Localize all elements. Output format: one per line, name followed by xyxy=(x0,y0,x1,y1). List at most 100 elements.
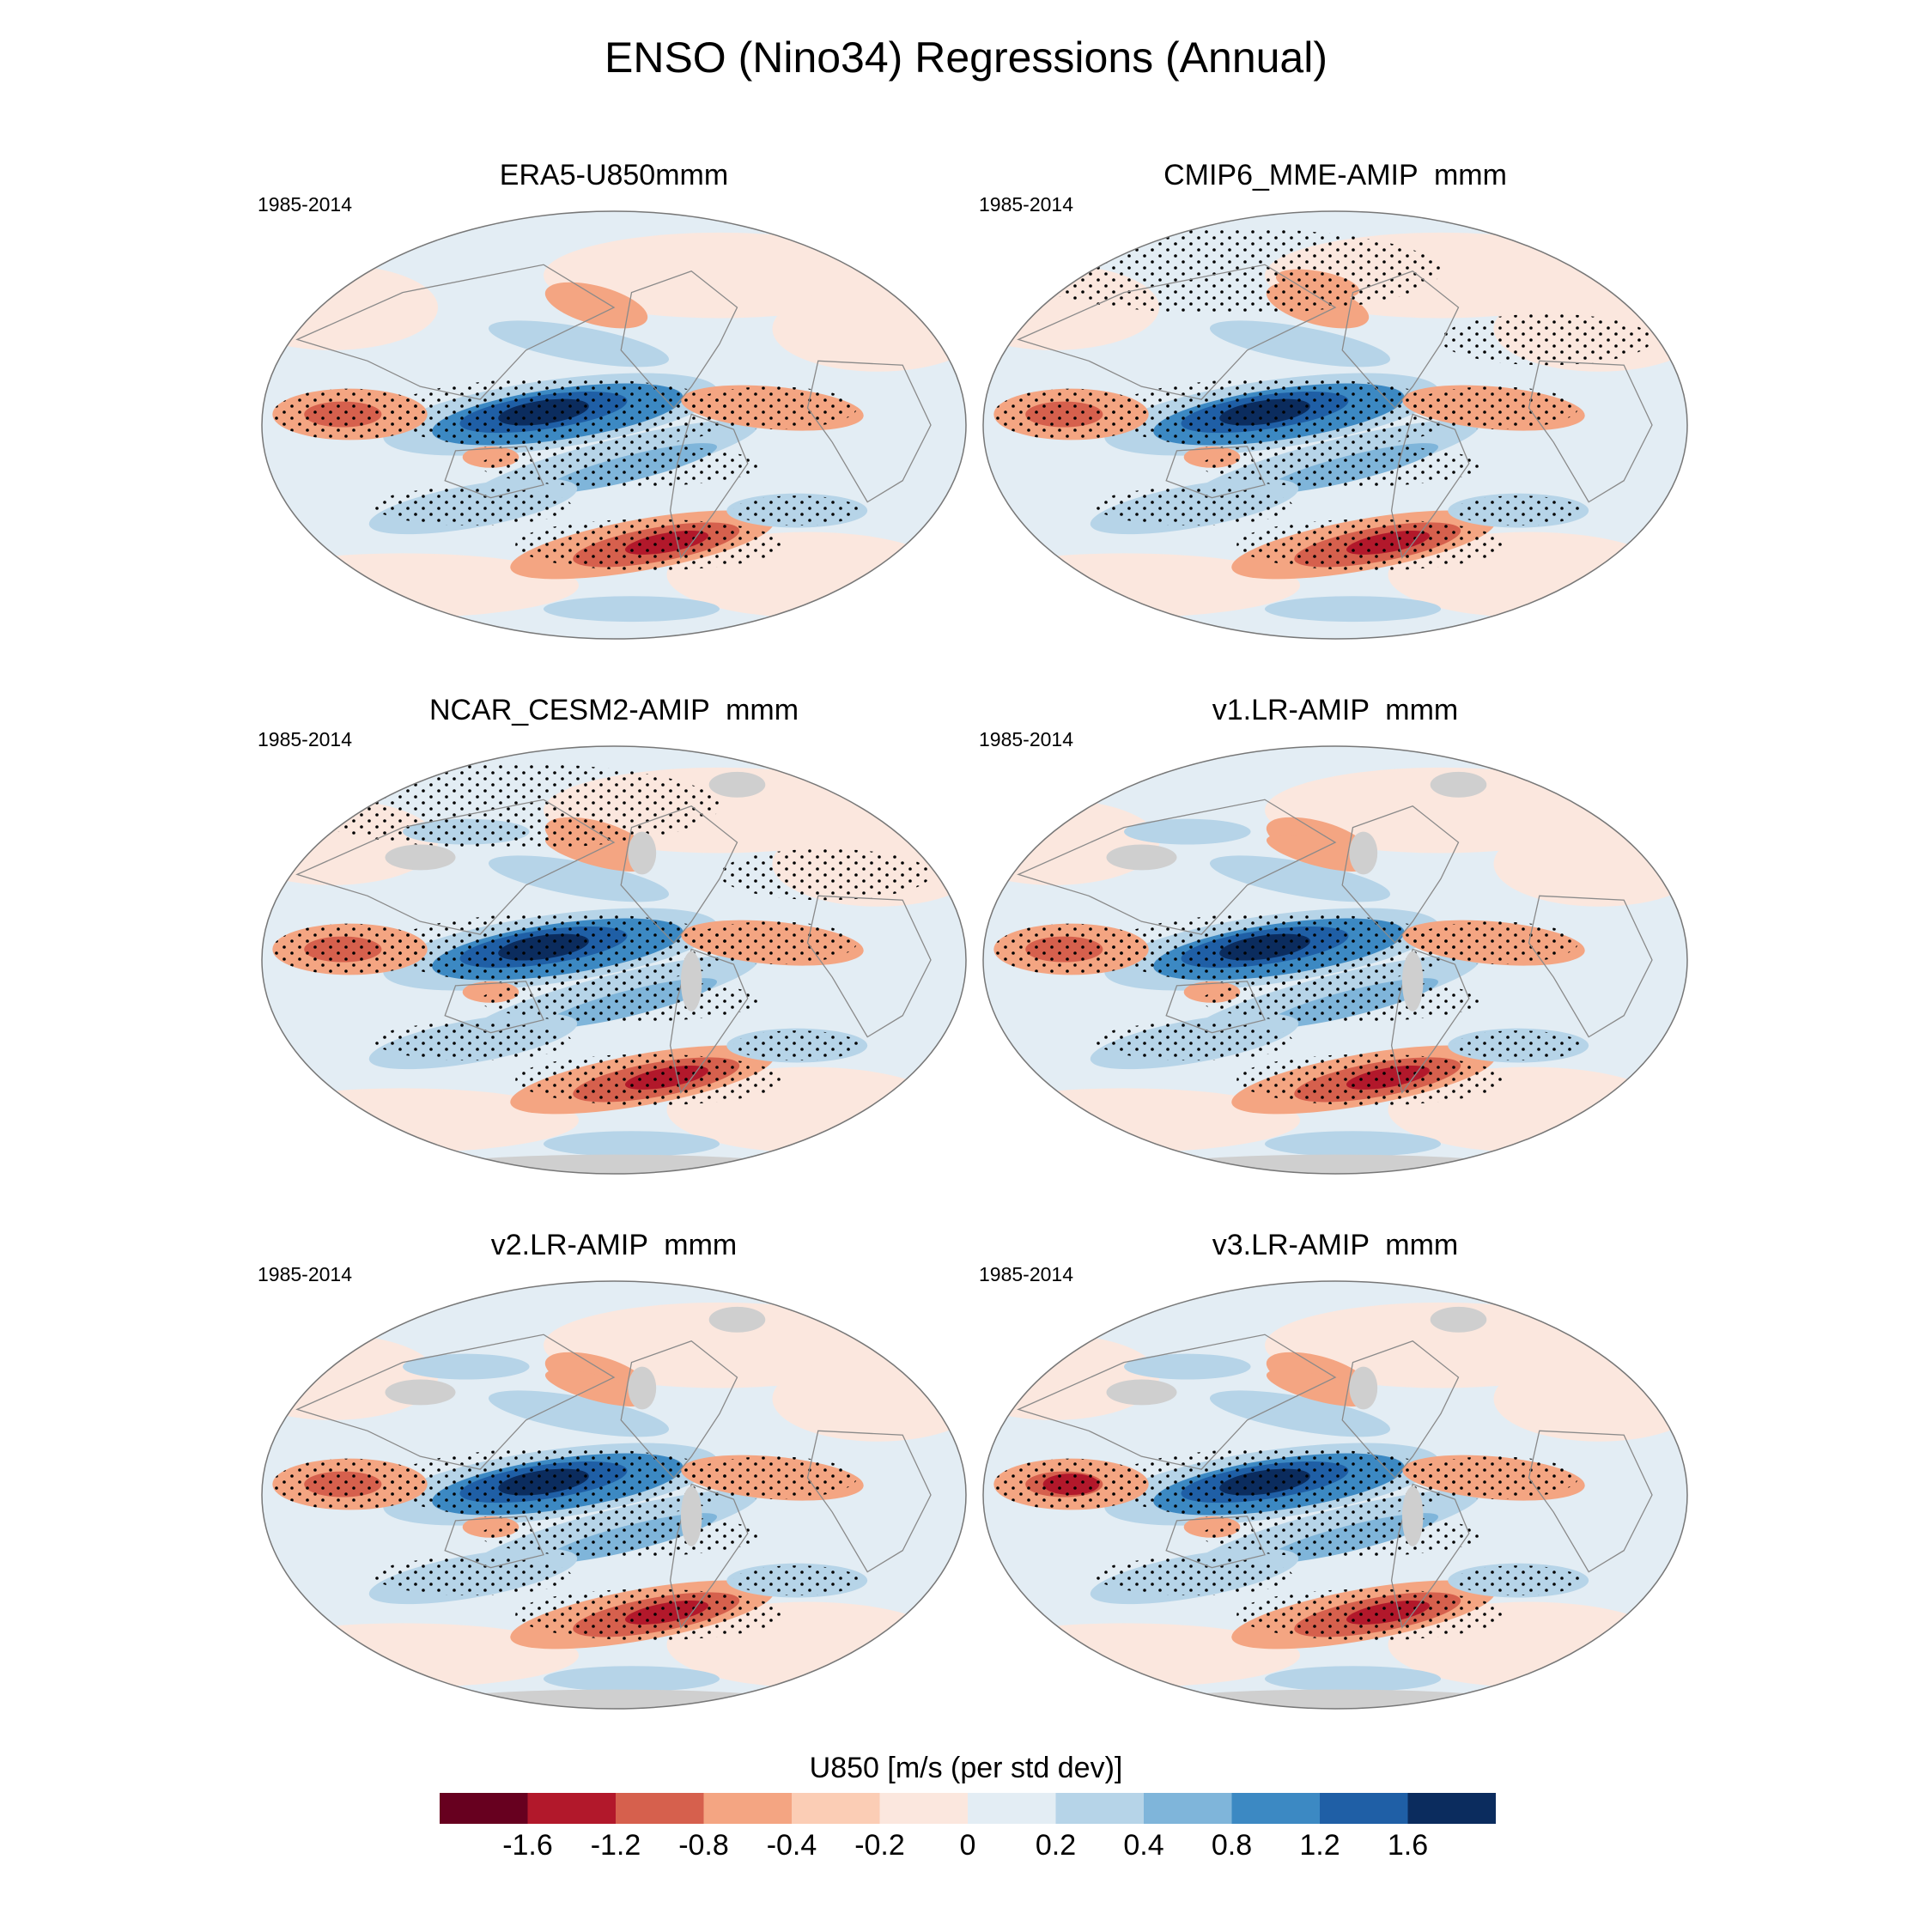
masked-topography xyxy=(385,844,456,871)
colorbar-tick-label: 0.8 xyxy=(1211,1829,1253,1862)
colorbar-tick-label: 1.6 xyxy=(1387,1829,1429,1862)
anomaly-region xyxy=(1266,1370,1370,1406)
colorbar-swatch xyxy=(968,1793,1056,1824)
colorbar-tick-label: 0.2 xyxy=(1035,1829,1077,1862)
colorbar-tick-label: 0 xyxy=(959,1829,976,1862)
anomaly-region xyxy=(1265,596,1441,623)
map-border xyxy=(261,1280,967,1710)
masked-antarctica xyxy=(1116,1689,1554,1709)
map-border xyxy=(261,745,967,1175)
masked-topography xyxy=(385,1379,456,1406)
significance-stippling xyxy=(480,444,762,488)
significance-stippling xyxy=(272,1458,428,1510)
significance-stippling xyxy=(374,1022,572,1061)
coastline xyxy=(1390,948,1470,1094)
coastline xyxy=(669,948,749,1094)
significance-stippling xyxy=(1409,386,1578,429)
colorbar-swatch xyxy=(1320,1793,1408,1824)
significance-stippling xyxy=(480,979,762,1023)
coastline xyxy=(1390,1483,1470,1629)
colorbar-swatch xyxy=(1231,1793,1321,1824)
anomaly-region xyxy=(1265,1131,1441,1157)
map-v1lr xyxy=(982,745,1688,1175)
anomaly-region xyxy=(1209,320,1391,368)
significance-stippling xyxy=(272,388,428,440)
map-cesm2 xyxy=(261,745,967,1175)
significance-stippling xyxy=(993,923,1149,975)
coastline xyxy=(1341,1340,1460,1479)
masked-antarctica xyxy=(395,1154,833,1174)
significance-stippling xyxy=(1236,519,1504,571)
significance-stippling xyxy=(993,1458,1149,1510)
panel-period: 1985-2014 xyxy=(979,1263,1073,1285)
panel-title: ERA5-U850mmm xyxy=(499,159,729,191)
colorbar-tick-label: -1.6 xyxy=(502,1829,553,1862)
colorbar-swatch xyxy=(440,1793,528,1824)
coastline xyxy=(806,360,932,503)
colorbar-swatch xyxy=(703,1793,793,1824)
coastline xyxy=(1017,799,1337,935)
map-v3lr xyxy=(982,1280,1688,1710)
significance-stippling xyxy=(1455,1030,1582,1061)
significance-stippling xyxy=(1096,1022,1293,1061)
significance-stippling xyxy=(515,1589,783,1641)
significance-stippling xyxy=(272,923,428,975)
anomaly-region xyxy=(1124,1353,1251,1380)
colorbar-swatch xyxy=(1055,1793,1145,1824)
anomaly-region xyxy=(544,1302,896,1388)
map-v2lr xyxy=(261,1280,967,1710)
coastline xyxy=(1165,981,1266,1034)
colorbar-tick-label: 0.4 xyxy=(1123,1829,1164,1862)
map-panel-cesm2: NCAR_CESM2-AMIP mmm 1985-2014 xyxy=(258,694,970,1175)
anomaly-region xyxy=(544,1131,720,1157)
colorbar-swatch xyxy=(616,1793,704,1824)
significance-stippling xyxy=(515,519,783,571)
masked-antarctica xyxy=(395,1689,833,1709)
colorbar-swatch xyxy=(879,1793,969,1824)
coastline xyxy=(1528,360,1653,503)
coastline xyxy=(1528,1430,1653,1573)
coastline xyxy=(444,981,544,1034)
anomaly-region xyxy=(1266,835,1370,872)
significance-stippling xyxy=(1106,378,1459,451)
anomaly-region xyxy=(1209,855,1391,902)
map-panel-v2lr: v2.LR-AMIP mmm 1985-2014 xyxy=(258,1229,970,1710)
colorbar-swatch xyxy=(527,1793,617,1824)
significance-stippling xyxy=(1455,1565,1582,1596)
masked-topography xyxy=(680,951,702,1012)
panel-period: 1985-2014 xyxy=(979,728,1073,750)
coastline xyxy=(1165,446,1266,499)
coastline xyxy=(1165,1516,1266,1569)
map-border xyxy=(982,1280,1688,1710)
figure-title: ENSO (Nino34) Regressions (Annual) xyxy=(604,33,1328,82)
masked-topography xyxy=(1401,1486,1424,1546)
significance-stippling xyxy=(1106,1448,1459,1521)
map-border xyxy=(982,210,1688,640)
coastline xyxy=(295,1334,616,1470)
anomaly-region xyxy=(544,1666,720,1692)
significance-stippling xyxy=(733,1565,860,1596)
significance-stippling xyxy=(1455,495,1582,526)
masked-topography xyxy=(1106,844,1177,871)
panel-period: 1985-2014 xyxy=(258,728,352,750)
colorbar-swatch xyxy=(1144,1793,1232,1824)
significance-stippling xyxy=(733,1030,860,1061)
anomaly-region xyxy=(1265,1666,1441,1692)
anomaly-region xyxy=(1265,1302,1617,1388)
anomaly-region xyxy=(544,596,720,623)
significance-stippling xyxy=(1201,444,1484,488)
masked-topography xyxy=(708,771,766,798)
coastline xyxy=(806,1430,932,1573)
colorbar-tick-label: -0.4 xyxy=(766,1829,817,1862)
masked-topography xyxy=(628,831,657,875)
masked-topography xyxy=(1401,951,1424,1012)
coastline xyxy=(1017,264,1337,400)
map-panel-v3lr: v3.LR-AMIP mmm 1985-2014 xyxy=(979,1229,1692,1710)
anomaly-region xyxy=(488,320,670,368)
significance-stippling xyxy=(688,921,857,964)
significance-stippling xyxy=(1201,1514,1484,1558)
coastline xyxy=(669,1483,749,1629)
colorbar-ticks: -1.6 -1.2 -0.8 -0.4 -0.2 0 0.2 0.4 0.8 1.2 1.6 xyxy=(0,1829,1932,1872)
coastline xyxy=(1017,1334,1337,1470)
anomaly-region xyxy=(544,232,896,319)
